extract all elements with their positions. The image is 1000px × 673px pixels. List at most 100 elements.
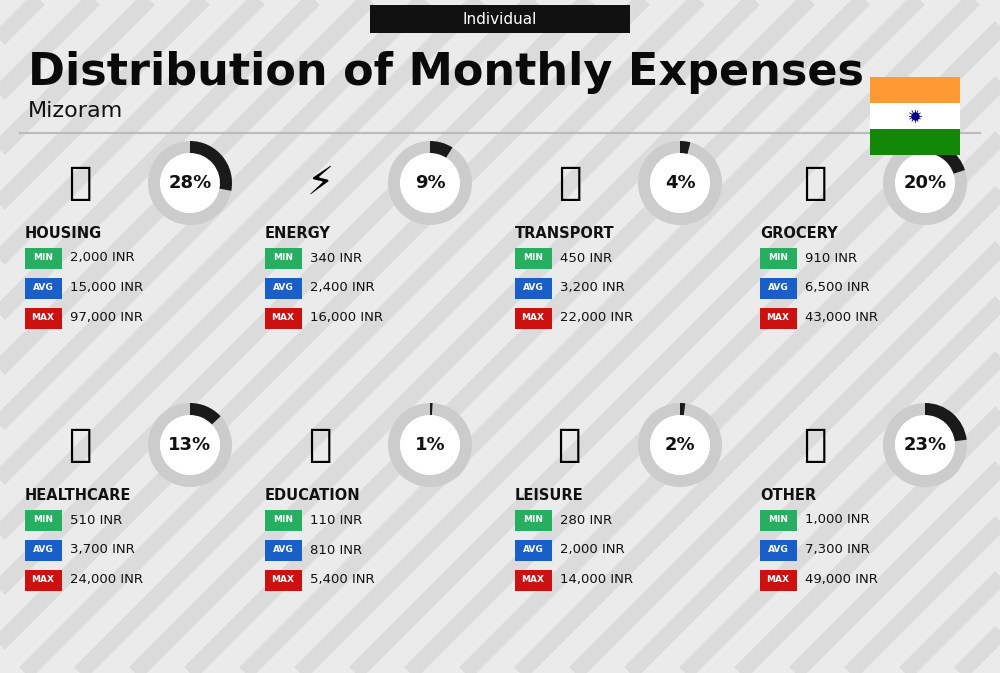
- Text: Mizoram: Mizoram: [28, 101, 123, 121]
- Text: 4%: 4%: [665, 174, 695, 192]
- Text: 280 INR: 280 INR: [560, 513, 612, 526]
- Wedge shape: [190, 403, 221, 425]
- Wedge shape: [430, 403, 433, 415]
- Text: AVG: AVG: [273, 283, 293, 293]
- FancyBboxPatch shape: [264, 277, 302, 299]
- Text: 23%: 23%: [903, 436, 947, 454]
- Wedge shape: [883, 141, 967, 225]
- Text: MAX: MAX: [767, 314, 790, 322]
- Wedge shape: [638, 141, 722, 225]
- FancyBboxPatch shape: [870, 77, 960, 103]
- Text: 🛍️: 🛍️: [558, 426, 582, 464]
- FancyBboxPatch shape: [264, 540, 302, 561]
- Text: HOUSING: HOUSING: [25, 225, 102, 240]
- Text: MIN: MIN: [273, 516, 293, 524]
- FancyBboxPatch shape: [514, 569, 552, 590]
- Text: AVG: AVG: [768, 546, 788, 555]
- Circle shape: [650, 153, 710, 213]
- Text: 510 INR: 510 INR: [70, 513, 122, 526]
- Text: 97,000 INR: 97,000 INR: [70, 312, 143, 324]
- Text: AVG: AVG: [33, 283, 53, 293]
- Text: 49,000 INR: 49,000 INR: [805, 573, 878, 586]
- Text: 🏥: 🏥: [68, 426, 92, 464]
- Text: MAX: MAX: [522, 314, 544, 322]
- Text: HEALTHCARE: HEALTHCARE: [25, 487, 131, 503]
- Text: MAX: MAX: [272, 575, 294, 584]
- Text: 2%: 2%: [665, 436, 695, 454]
- Text: 13%: 13%: [168, 436, 212, 454]
- Text: 16,000 INR: 16,000 INR: [310, 312, 383, 324]
- FancyBboxPatch shape: [24, 569, 62, 590]
- Text: 🛒: 🛒: [803, 164, 827, 202]
- FancyBboxPatch shape: [24, 277, 62, 299]
- FancyBboxPatch shape: [760, 248, 796, 269]
- Wedge shape: [680, 141, 690, 154]
- FancyBboxPatch shape: [760, 308, 796, 328]
- Text: 2,000 INR: 2,000 INR: [70, 252, 135, 264]
- Text: MAX: MAX: [767, 575, 790, 584]
- Text: 22,000 INR: 22,000 INR: [560, 312, 633, 324]
- Text: 28%: 28%: [168, 174, 212, 192]
- FancyBboxPatch shape: [264, 248, 302, 269]
- Text: 14,000 INR: 14,000 INR: [560, 573, 633, 586]
- FancyBboxPatch shape: [870, 103, 960, 129]
- FancyBboxPatch shape: [760, 509, 796, 530]
- Wedge shape: [883, 403, 967, 487]
- Text: MAX: MAX: [272, 314, 294, 322]
- Wedge shape: [925, 403, 967, 441]
- Text: ⚡: ⚡: [306, 164, 334, 202]
- Text: 7,300 INR: 7,300 INR: [805, 544, 870, 557]
- Text: 1,000 INR: 1,000 INR: [805, 513, 870, 526]
- Text: OTHER: OTHER: [760, 487, 816, 503]
- FancyBboxPatch shape: [24, 308, 62, 328]
- Circle shape: [160, 153, 220, 213]
- Text: 43,000 INR: 43,000 INR: [805, 312, 878, 324]
- Text: 9%: 9%: [415, 174, 445, 192]
- Circle shape: [895, 153, 955, 213]
- FancyBboxPatch shape: [870, 129, 960, 155]
- Text: EDUCATION: EDUCATION: [265, 487, 361, 503]
- Circle shape: [895, 415, 955, 475]
- Text: 🏢: 🏢: [68, 164, 92, 202]
- Circle shape: [650, 415, 710, 475]
- Text: MIN: MIN: [523, 254, 543, 262]
- FancyBboxPatch shape: [24, 540, 62, 561]
- FancyBboxPatch shape: [760, 569, 796, 590]
- Text: MAX: MAX: [32, 314, 54, 322]
- Wedge shape: [430, 141, 453, 157]
- Text: 450 INR: 450 INR: [560, 252, 612, 264]
- Text: AVG: AVG: [33, 546, 53, 555]
- Text: Distribution of Monthly Expenses: Distribution of Monthly Expenses: [28, 52, 864, 94]
- Wedge shape: [638, 403, 722, 487]
- Text: 2,000 INR: 2,000 INR: [560, 544, 625, 557]
- Wedge shape: [190, 141, 232, 191]
- FancyBboxPatch shape: [514, 509, 552, 530]
- Text: MIN: MIN: [273, 254, 293, 262]
- Text: 5,400 INR: 5,400 INR: [310, 573, 375, 586]
- Text: MAX: MAX: [522, 575, 544, 584]
- FancyBboxPatch shape: [514, 277, 552, 299]
- Circle shape: [400, 153, 460, 213]
- Circle shape: [160, 415, 220, 475]
- Text: 6,500 INR: 6,500 INR: [805, 281, 870, 295]
- Text: 910 INR: 910 INR: [805, 252, 857, 264]
- Circle shape: [400, 415, 460, 475]
- Wedge shape: [148, 403, 232, 487]
- Wedge shape: [388, 141, 472, 225]
- Text: AVG: AVG: [273, 546, 293, 555]
- Text: 110 INR: 110 INR: [310, 513, 362, 526]
- FancyBboxPatch shape: [264, 308, 302, 328]
- Text: MIN: MIN: [768, 254, 788, 262]
- Text: TRANSPORT: TRANSPORT: [515, 225, 615, 240]
- Text: 🚌: 🚌: [558, 164, 582, 202]
- FancyBboxPatch shape: [514, 540, 552, 561]
- Text: 20%: 20%: [903, 174, 947, 192]
- Text: 💰: 💰: [803, 426, 827, 464]
- FancyBboxPatch shape: [24, 248, 62, 269]
- Text: MIN: MIN: [768, 516, 788, 524]
- Text: MAX: MAX: [32, 575, 54, 584]
- Text: Individual: Individual: [463, 11, 537, 26]
- Text: 810 INR: 810 INR: [310, 544, 362, 557]
- Text: MIN: MIN: [523, 516, 543, 524]
- Text: 3,200 INR: 3,200 INR: [560, 281, 625, 295]
